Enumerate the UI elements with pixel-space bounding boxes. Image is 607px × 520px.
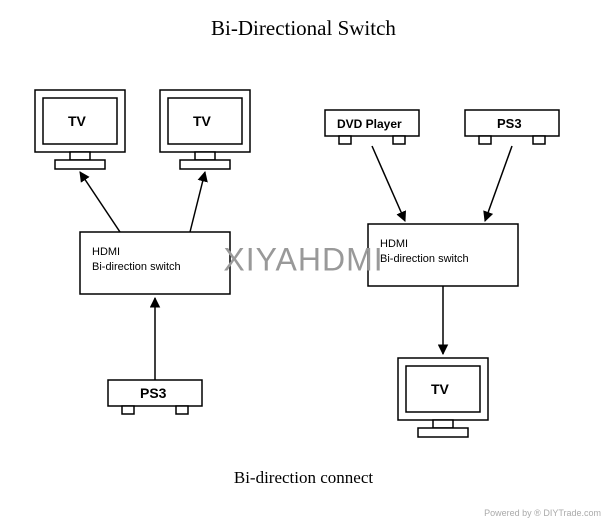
tv-top-left: TV: [35, 90, 125, 169]
left-diagram: TV TV HDMI Bi-direction switch PS3: [35, 90, 250, 414]
tv-bottom: TV: [398, 358, 488, 437]
dvd-top-label: DVD Player: [337, 117, 402, 131]
arrow-left-tv2: [190, 172, 205, 232]
ps3-top-label: PS3: [497, 116, 522, 131]
caption-text: Bi-direction connect: [0, 468, 607, 488]
right-switch-l1: HDMI: [380, 238, 408, 250]
right-switch-l2: Bi-direction switch: [380, 253, 469, 265]
arrow-left-tv1: [80, 172, 120, 232]
ps3-bottom-label: PS3: [140, 385, 167, 401]
right-diagram: DVD Player PS3 HDMI Bi-direction switch …: [325, 110, 559, 437]
tv-top-left-label: TV: [68, 113, 87, 129]
diagram-canvas: TV TV HDMI Bi-direction switch PS3 DVD P…: [0, 0, 607, 520]
tv-top-right: TV: [160, 90, 250, 169]
footer-credit: Powered by ® DIYTrade.com: [484, 508, 601, 518]
left-switch-l1: HDMI: [92, 246, 120, 258]
left-switch: HDMI Bi-direction switch: [80, 232, 230, 294]
page-title: Bi-Directional Switch: [0, 16, 607, 41]
arrow-right-dvd: [372, 146, 405, 221]
ps3-top: PS3: [465, 110, 559, 144]
tv-top-right-label: TV: [193, 113, 212, 129]
dvd-top: DVD Player: [325, 110, 419, 144]
ps3-bottom: PS3: [108, 380, 202, 414]
left-switch-l2: Bi-direction switch: [92, 261, 181, 273]
arrow-right-ps3: [485, 146, 512, 221]
right-switch: HDMI Bi-direction switch: [368, 224, 518, 286]
tv-bottom-label: TV: [431, 381, 450, 397]
